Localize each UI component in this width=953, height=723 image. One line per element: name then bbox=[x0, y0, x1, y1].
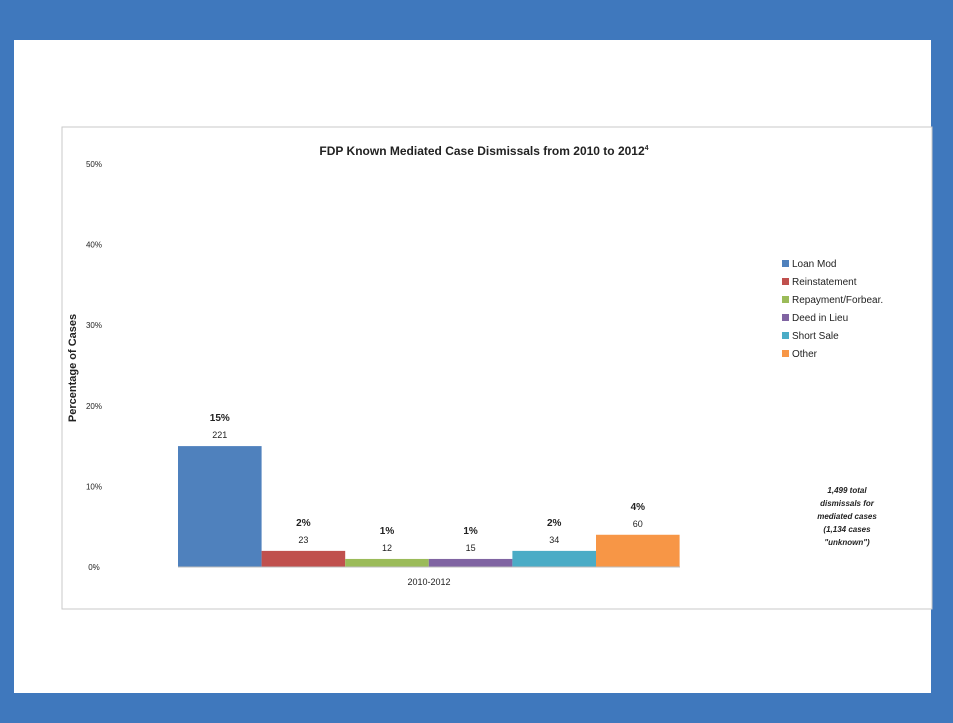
legend-entry: Short Sale bbox=[792, 331, 839, 342]
y-axis: 0% 10% 20% 30% 40% 50% bbox=[86, 160, 102, 572]
annotation-line: 1,499 total bbox=[827, 486, 867, 495]
legend-entry: Loan Mod bbox=[792, 259, 836, 270]
bar-percent-label: 4% bbox=[631, 502, 646, 513]
bar bbox=[512, 550, 596, 567]
bars: 221 15% 23 2% 12 1% 15 1% 34 2% 60 4% bbox=[178, 413, 680, 567]
x-category-label: 2010-2012 bbox=[407, 577, 450, 587]
bar-percent-label: 1% bbox=[463, 526, 478, 537]
legend-swatch bbox=[782, 278, 789, 285]
legend-swatch bbox=[782, 260, 789, 267]
legend-entry: Repayment/Forbear. bbox=[792, 295, 883, 306]
legend-swatch bbox=[782, 350, 789, 357]
annotation-line: mediated cases bbox=[817, 512, 877, 521]
annotation-line: "unknown") bbox=[824, 538, 870, 547]
bar bbox=[178, 446, 262, 567]
legend-entry: Reinstatement bbox=[792, 277, 857, 288]
bar-percent-label: 2% bbox=[296, 518, 311, 529]
bar-count-label: 23 bbox=[298, 535, 308, 545]
annotation: 1,499 total dismissals for mediated cases (… bbox=[817, 486, 877, 547]
y-tick-label: 40% bbox=[86, 241, 102, 250]
y-tick-label: 20% bbox=[86, 402, 102, 411]
y-tick-label: 30% bbox=[86, 321, 102, 330]
bar-percent-label: 15% bbox=[210, 413, 230, 424]
bar-count-label: 60 bbox=[633, 519, 643, 529]
bar bbox=[261, 550, 346, 567]
bar-percent-label: 2% bbox=[547, 518, 562, 529]
bar-count-label: 12 bbox=[382, 543, 392, 553]
legend-swatch bbox=[782, 314, 789, 321]
legend-entry: Deed in Lieu bbox=[792, 313, 848, 324]
legend-swatch bbox=[782, 332, 789, 339]
annotation-line: (1,134 cases bbox=[823, 525, 871, 534]
chart-title: FDP Known Mediated Case Dismissals from … bbox=[319, 144, 648, 158]
legend-entry: Other bbox=[792, 349, 818, 360]
bar bbox=[596, 534, 680, 567]
bar bbox=[345, 558, 429, 567]
legend-swatch bbox=[782, 296, 789, 303]
y-axis-label: Percentage of Cases bbox=[67, 314, 79, 422]
bar-count-label: 34 bbox=[549, 535, 559, 545]
y-tick-label: 50% bbox=[86, 160, 102, 169]
bar-percent-label: 1% bbox=[380, 526, 395, 537]
bar-count-label: 221 bbox=[212, 430, 227, 440]
bar bbox=[428, 558, 513, 567]
y-tick-label: 10% bbox=[86, 482, 102, 491]
bar-count-label: 15 bbox=[466, 543, 476, 553]
annotation-line: dismissals for bbox=[820, 499, 875, 508]
legend: Loan Mod Reinstatement Repayment/Forbear. D… bbox=[782, 259, 883, 360]
y-tick-label: 0% bbox=[88, 563, 100, 572]
